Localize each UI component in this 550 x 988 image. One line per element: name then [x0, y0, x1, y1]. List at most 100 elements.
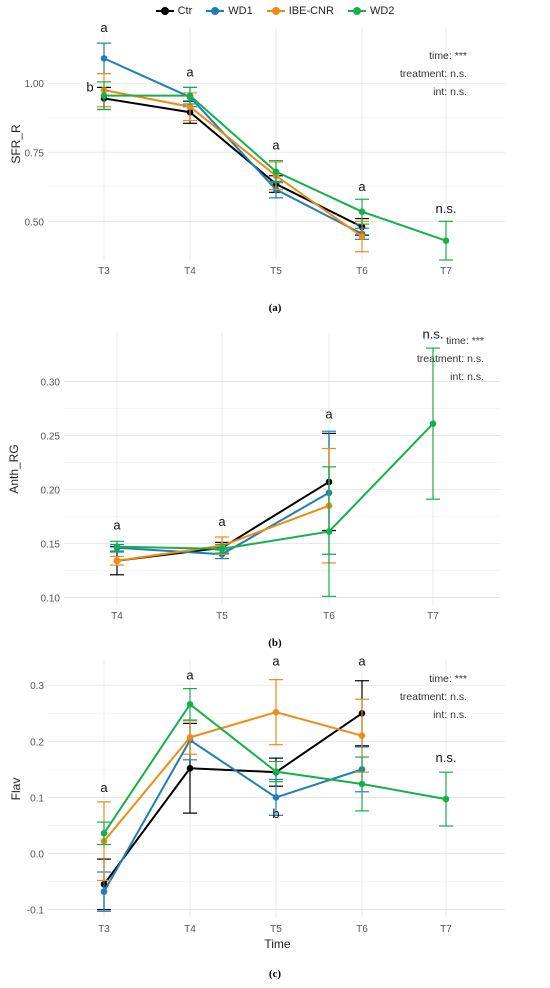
x-tick-label: T3 — [98, 924, 110, 935]
significance-letter: a — [272, 654, 280, 669]
data-point — [358, 732, 366, 740]
panel-caption: (a) — [269, 302, 282, 314]
legend-swatch-ibe-cnr — [266, 6, 285, 16]
x-axis-label: Time — [264, 937, 291, 951]
series-line — [104, 94, 447, 242]
legend-item-wd1: WD1 — [206, 5, 253, 17]
y-axis-label: Anth_RG — [7, 444, 21, 493]
stats-annotation: treatment: n.s. — [417, 353, 484, 365]
legend-label-wd2: WD2 — [369, 5, 395, 17]
y-tick-label: 1.00 — [25, 79, 45, 90]
series-ibe-cnr — [97, 72, 369, 253]
panel-caption: (c) — [269, 968, 282, 980]
data-point — [272, 168, 280, 175]
data-point — [186, 103, 194, 111]
series-wd2 — [97, 688, 453, 846]
y-tick-label: 0.15 — [41, 539, 61, 550]
y-tick-label: 0.25 — [41, 432, 61, 443]
y-tick-label: -0.1 — [27, 906, 45, 917]
x-tick-label: T5 — [270, 266, 282, 277]
x-tick-label: T5 — [216, 611, 228, 622]
legend-item-ctr: Ctr — [155, 5, 193, 17]
stats-annotation: time: *** — [429, 50, 467, 62]
data-point — [100, 888, 108, 895]
y-tick-label: 0.1 — [30, 793, 44, 804]
data-point — [186, 734, 194, 741]
stats-annotation: treatment: n.s. — [400, 691, 467, 703]
significance-letter: a — [218, 514, 226, 529]
data-point — [429, 420, 437, 427]
data-point — [100, 92, 108, 99]
y-axis-label: SFR_R — [9, 124, 23, 164]
legend-item-wd2: WD2 — [347, 5, 395, 17]
significance-letter: b — [272, 806, 279, 821]
series-wd1 — [110, 430, 336, 560]
stats-annotation: time: *** — [446, 335, 484, 347]
y-tick-label: 0.3 — [30, 681, 44, 692]
legend-label-ibe-cnr: IBE-CNR — [288, 5, 334, 17]
data-point — [272, 768, 280, 775]
chart-panel-1: 0.50 0.75 1.00 T3 T4 T5 T6 T7 SFR_R time: *** trea… — [9, 20, 505, 314]
series-line — [103, 712, 363, 885]
y-tick-label: 0.30 — [41, 378, 61, 389]
series-ctr — [97, 680, 369, 911]
legend-label-ctr: Ctr — [177, 5, 193, 17]
data-point — [218, 545, 226, 553]
stats-annotation: treatment: n.s. — [400, 68, 467, 80]
data-point — [113, 557, 121, 565]
y-tick-label: 0.10 — [41, 593, 61, 604]
series-line — [103, 57, 363, 235]
data-point — [442, 237, 450, 244]
significance-letter: n.s. — [436, 750, 457, 765]
significance-letter: n.s. — [423, 326, 444, 341]
data-point — [272, 708, 280, 716]
panel-caption: (b) — [268, 637, 282, 649]
legend-swatch-ctr — [155, 6, 174, 16]
chart-panel-3: -0.1 0.0 0.1 0.2 0.3 T3 T4 T5 T6 T7 Flav Time time: … — [9, 654, 505, 980]
data-point — [186, 764, 194, 772]
data-point — [358, 233, 366, 240]
data-point — [100, 55, 108, 62]
chart-legend: Ctr WD1 IBE-CNR WD2 — [0, 2, 550, 20]
x-tick-label: T4 — [184, 924, 196, 935]
x-tick-label: T5 — [270, 924, 282, 935]
series-wd2 — [97, 81, 453, 261]
significance-letter: a — [113, 517, 121, 532]
data-point — [100, 830, 108, 837]
legend-swatch-wd2 — [347, 6, 366, 16]
data-point — [442, 795, 450, 803]
y-tick-label: 0.2 — [30, 737, 44, 748]
data-point — [113, 543, 121, 551]
x-tick-label: T6 — [323, 611, 335, 622]
x-tick-label: T7 — [440, 266, 452, 277]
data-point — [358, 208, 366, 215]
data-point — [358, 780, 366, 788]
y-tick-label: 0.0 — [30, 850, 44, 861]
y-axis-label: Flav — [9, 778, 23, 801]
series-line — [103, 738, 363, 893]
significance-letter: a — [272, 138, 280, 153]
stats-annotation: int: n.s. — [433, 86, 467, 98]
series-wd1 — [97, 719, 369, 912]
stats-annotation: time: *** — [429, 673, 467, 685]
series-line — [116, 422, 434, 550]
chart-panel-2: 0.10 0.15 0.20 0.25 0.30 T4 T5 T6 T7 Anth_RG time:… — [7, 326, 500, 649]
significance-letter: a — [186, 64, 194, 79]
significance-letter: a — [186, 668, 194, 683]
y-tick-label: 0.20 — [41, 486, 61, 497]
significance-letter: a — [100, 780, 108, 795]
y-tick-label: 0.75 — [25, 148, 45, 159]
data-point — [186, 701, 194, 708]
series-wd2 — [110, 347, 440, 597]
y-tick-label: 0.50 — [25, 217, 45, 228]
significance-letter: a — [358, 654, 366, 669]
x-tick-label: T6 — [356, 924, 368, 935]
significance-letter: a — [100, 20, 108, 35]
data-point — [186, 92, 194, 99]
x-tick-label: T7 — [427, 611, 439, 622]
significance-letter: a — [325, 406, 333, 421]
series-line — [103, 89, 363, 238]
x-tick-label: T4 — [111, 611, 123, 622]
legend-label-wd1: WD1 — [228, 5, 253, 17]
